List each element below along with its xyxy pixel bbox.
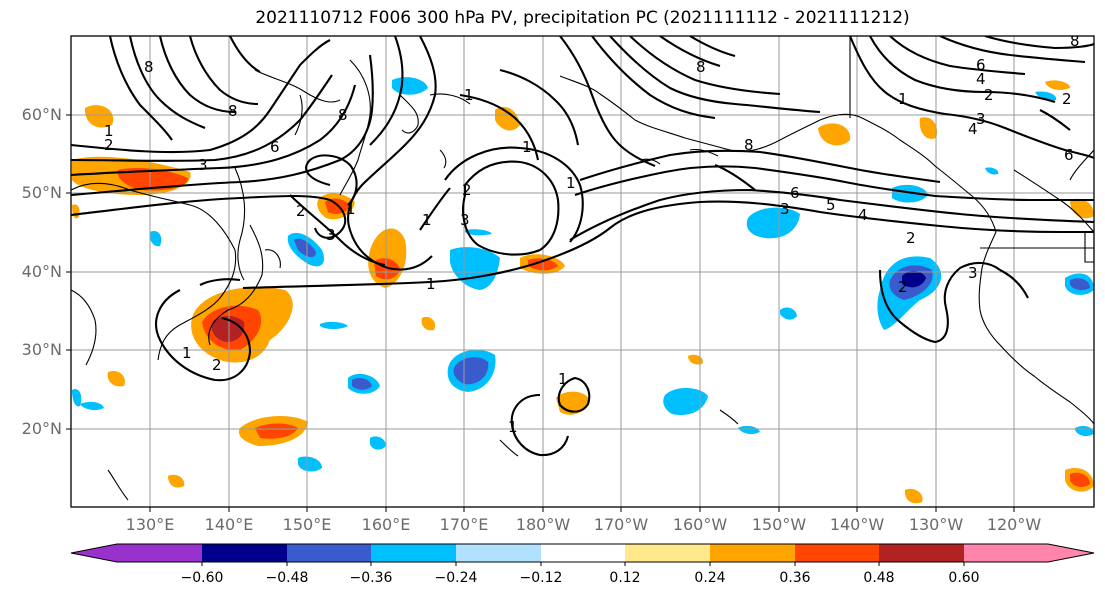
contour-label: 8 (144, 58, 154, 76)
colorbar-tick-label: −0.24 (434, 570, 478, 586)
lat-label-60n: 60°N (21, 105, 62, 124)
contour-label: 2 (1062, 90, 1072, 108)
contour-label: 1 (182, 344, 192, 362)
contour-label: 1 (104, 122, 114, 140)
contour-label: 8 (1070, 32, 1080, 50)
contour-label: 2 (898, 278, 908, 296)
axis-ticks (66, 114, 1015, 512)
colorbar-bin (541, 544, 627, 562)
colorbar-bin (795, 544, 881, 562)
colorbar-bin (202, 544, 288, 562)
colorbar-extend-high (1048, 544, 1094, 562)
lon-label-170w: 170°W (593, 515, 649, 534)
colorbar-bin (117, 544, 203, 562)
contour-label: 3 (460, 211, 470, 229)
lat-label-40n: 40°N (21, 262, 62, 281)
colorbar-bin (625, 544, 711, 562)
lon-label-130e: 130°E (125, 515, 175, 534)
colorbar-tick-label: 0.36 (779, 570, 811, 586)
contour-label: 1 (426, 275, 436, 293)
lon-label-140e: 140°E (204, 515, 254, 534)
lat-label-50n: 50°N (21, 183, 62, 202)
contour-label: 2 (104, 136, 114, 154)
colorbar-ticks (201, 562, 965, 566)
colorbar-bin (456, 544, 542, 562)
contour-label: 3 (780, 200, 790, 218)
lon-label-120w: 120°W (986, 515, 1042, 534)
contour-label: 6 (976, 56, 986, 74)
contour-label: 8 (696, 58, 706, 76)
colorbar-bin (710, 544, 796, 562)
colorbar-tick-label: 0.12 (609, 570, 641, 586)
contour-label: 1 (898, 90, 908, 108)
contour-label: 2 (212, 356, 222, 374)
colorbar-outline (70, 543, 1095, 563)
colorbar-bin (371, 544, 457, 562)
contour-label: 2 (462, 181, 472, 199)
graticule (71, 36, 1094, 507)
contour-label: 2 (296, 202, 306, 220)
contour-label: 1 (346, 200, 356, 218)
colorbar-tick-label: 0.48 (863, 570, 895, 586)
contour-label: 4 (858, 206, 868, 224)
lat-label-30n: 30°N (21, 340, 62, 359)
contour-label: 3 (326, 226, 336, 244)
coastlines (71, 36, 1094, 501)
colorbar-tick-label: 0.60 (948, 570, 980, 586)
precip-anomaly-negative (72, 77, 1094, 472)
lon-label-150w: 150°W (751, 515, 807, 534)
contour-label: 1 (522, 138, 532, 156)
contour-label: 1 (508, 418, 518, 436)
contour-label: 8 (228, 102, 238, 120)
contour-label: 2 (906, 229, 916, 247)
chart-title: 2021110712 F006 300 hPa PV, precipitatio… (255, 8, 910, 28)
contour-label: 3 (968, 264, 978, 282)
pv-contours (71, 36, 1094, 457)
colorbar-bin (879, 544, 965, 562)
colorbar-tick-label: −0.36 (349, 570, 393, 586)
contour-label: 6 (270, 138, 280, 156)
contour-label: 5 (826, 196, 836, 214)
precip-shading (72, 77, 1094, 504)
lon-label-150e: 150°E (282, 515, 332, 534)
lon-label-160w: 160°W (672, 515, 728, 534)
contour-label: 8 (744, 136, 754, 154)
contour-label: 4 (976, 70, 986, 88)
contour-label: 1 (422, 211, 432, 229)
lon-label-140w: 140°W (829, 515, 885, 534)
lat-label-20n: 20°N (21, 419, 62, 438)
contour-label: 1 (464, 86, 474, 104)
lon-label-130w: 130°W (908, 515, 964, 534)
contour-label: 1 (566, 174, 576, 192)
contour-label: 3 (198, 156, 208, 174)
contour-label: 4 (968, 120, 978, 138)
contour-label: 6 (1064, 146, 1074, 164)
colorbar-tick-label: 0.24 (694, 570, 726, 586)
contour-label: 8 (338, 106, 348, 124)
lon-label-160e: 160°E (361, 515, 411, 534)
contour-label: 3 (976, 110, 986, 128)
precip-anomaly-positive (72, 80, 1094, 504)
contour-label: 2 (984, 86, 994, 104)
colorbar-tick-label: −0.12 (519, 570, 563, 586)
colorbar-bin (287, 544, 373, 562)
contour-label: 1 (558, 370, 568, 388)
colorbar-tick-label: −0.48 (265, 570, 309, 586)
colorbar-tick-label: −0.60 (180, 570, 224, 586)
colorbar-bin (964, 544, 1050, 562)
contour-label: 6 (790, 184, 800, 202)
lon-label-180w: 180°W (515, 515, 571, 534)
lon-label-170e: 170°E (439, 515, 489, 534)
colorbar-extend-low (71, 544, 117, 562)
pv-contour-labels: 1 2 3 6 8 8 8 2 1 3 1 1 1 2 3 1 1 1 2 1 … (104, 32, 1080, 436)
